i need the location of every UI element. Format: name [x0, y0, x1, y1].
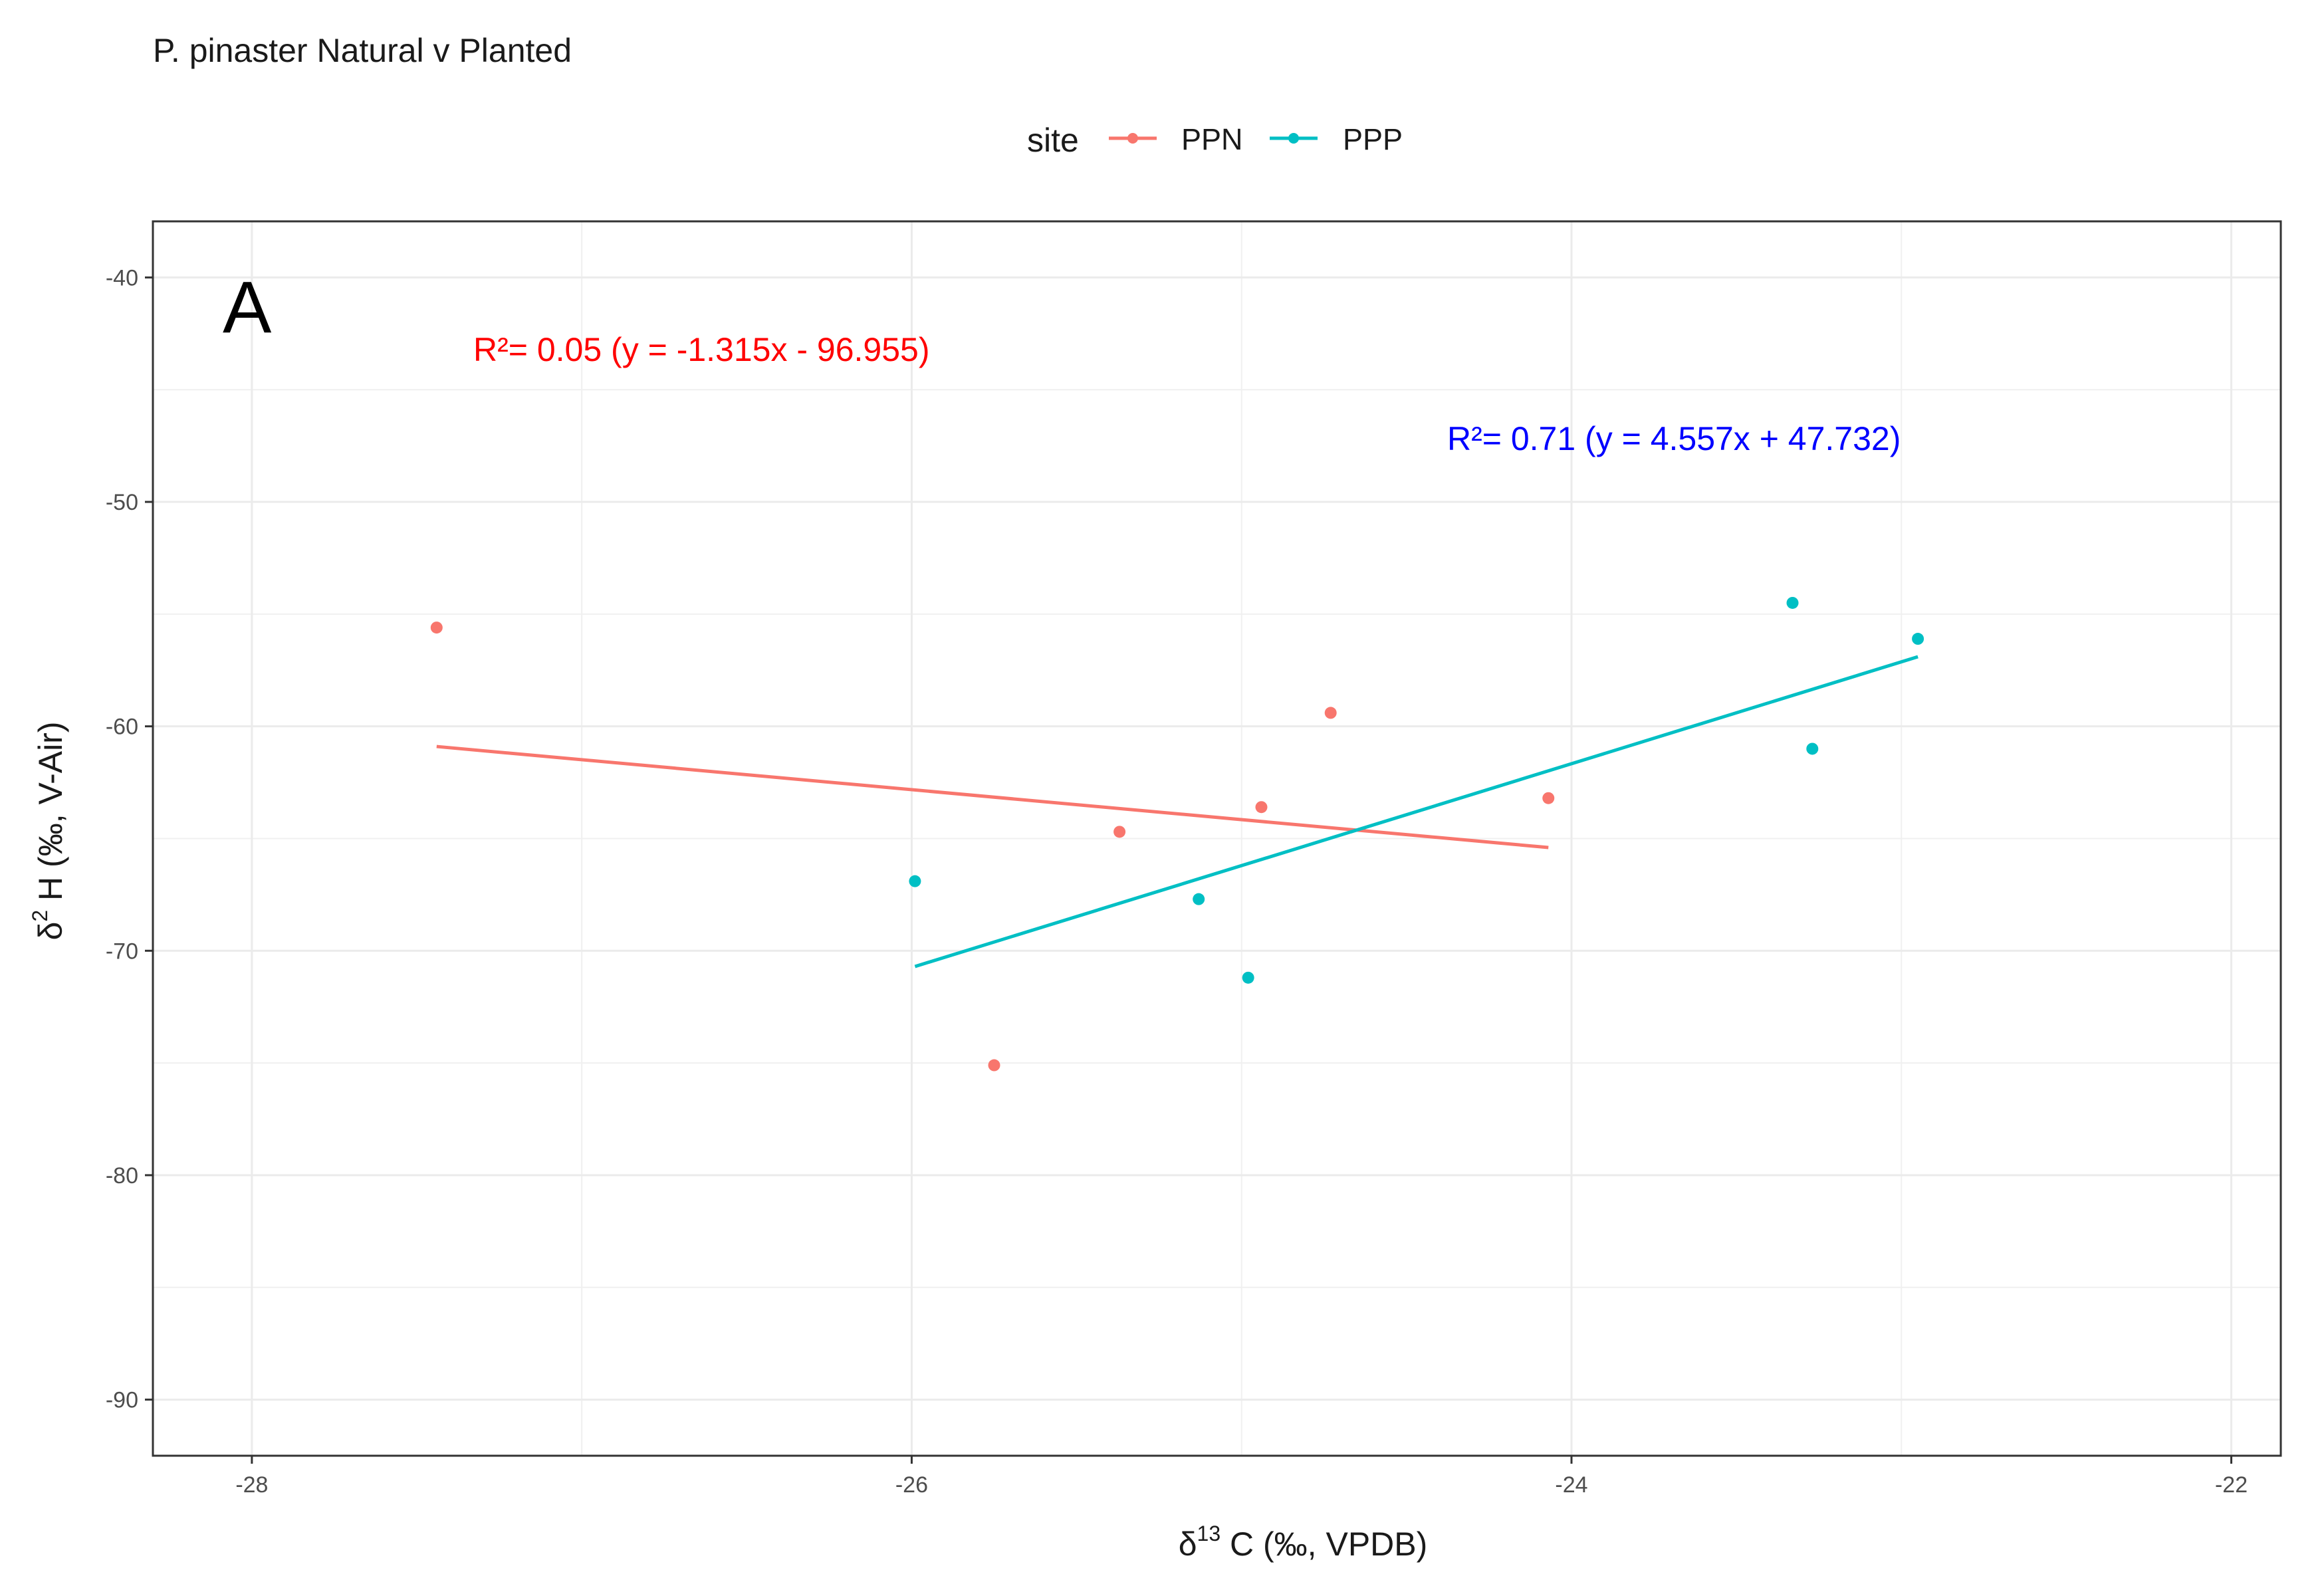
x-axis-title-prefix: δ: [1179, 1526, 1197, 1563]
legend-entry-ppn: PPN: [1109, 122, 1243, 156]
x-tick-label: -22: [2215, 1472, 2248, 1498]
y-axis-title-superscript: 2: [28, 910, 52, 922]
data-points: [430, 596, 1924, 1072]
legend-title: site: [1027, 122, 1079, 159]
y-tick-label: -60: [106, 715, 138, 740]
data-point-ppp: [909, 875, 921, 887]
data-point-ppp: [1912, 633, 1924, 645]
plot-panel: A R²= 0.05 (y = -1.315x - 96.955) R²= 0.…: [152, 220, 2282, 1457]
grid-minor: [153, 221, 2281, 1456]
data-point-ppp: [1806, 742, 1819, 755]
legend-key-point-ppp: [1288, 133, 1299, 144]
panel-label: A: [223, 267, 272, 348]
chart-title: P. pinaster Natural v Planted: [153, 32, 572, 69]
legend-label-ppp: PPP: [1343, 122, 1403, 156]
legend-entry-ppp: PPP: [1270, 122, 1403, 156]
y-tick-label: -40: [106, 265, 138, 290]
legend-key-point-ppn: [1127, 133, 1138, 144]
fit-annotation-ppp: R²= 0.71 (y = 4.557x + 47.732): [1447, 420, 1901, 457]
fit-lines: [436, 655, 1918, 968]
panel-border: [152, 220, 2282, 1457]
x-axis: -28 -26 -24 -22: [235, 1456, 2248, 1498]
fit-line-ppn: [436, 744, 1549, 850]
data-point-ppp: [1242, 971, 1254, 984]
y-axis-title-prefix: δ: [32, 922, 69, 941]
data-point-ppn: [1255, 801, 1268, 814]
data-point-ppn: [1113, 826, 1126, 838]
data-point-ppp: [1193, 893, 1205, 905]
y-tick-label: -50: [106, 490, 138, 515]
x-tick-label: -28: [235, 1472, 268, 1498]
data-point-ppn: [1324, 707, 1337, 719]
y-axis-title: δ2 H (‰, V-Air): [28, 722, 69, 941]
y-tick-label: -80: [106, 1163, 138, 1189]
x-axis-title-superscript: 13: [1197, 1522, 1221, 1545]
data-point-ppn: [430, 622, 443, 634]
y-tick-label: -90: [106, 1388, 138, 1413]
legend-label-ppn: PPN: [1181, 122, 1243, 156]
x-tick-label: -24: [1555, 1472, 1587, 1498]
y-axis-title-suffix: H (‰, V-Air): [32, 722, 69, 910]
fit-annotation-ppn: R²= 0.05 (y = -1.315x - 96.955): [473, 331, 929, 368]
x-axis-title: δ13 C (‰, VPDB): [1179, 1522, 1428, 1563]
grid-major: [153, 221, 2281, 1456]
data-point-ppn: [1542, 792, 1555, 804]
fit-line-ppp: [914, 655, 1918, 968]
legend: site PPN PPP: [1027, 122, 1403, 159]
data-point-ppn: [988, 1059, 1000, 1072]
y-tick-label: -70: [106, 939, 138, 964]
y-axis: -90 -80 -70 -60 -50 -40: [106, 265, 153, 1413]
data-point-ppp: [1786, 596, 1799, 609]
x-tick-label: -26: [895, 1472, 928, 1498]
x-axis-title-suffix: C (‰, VPDB): [1220, 1526, 1427, 1563]
